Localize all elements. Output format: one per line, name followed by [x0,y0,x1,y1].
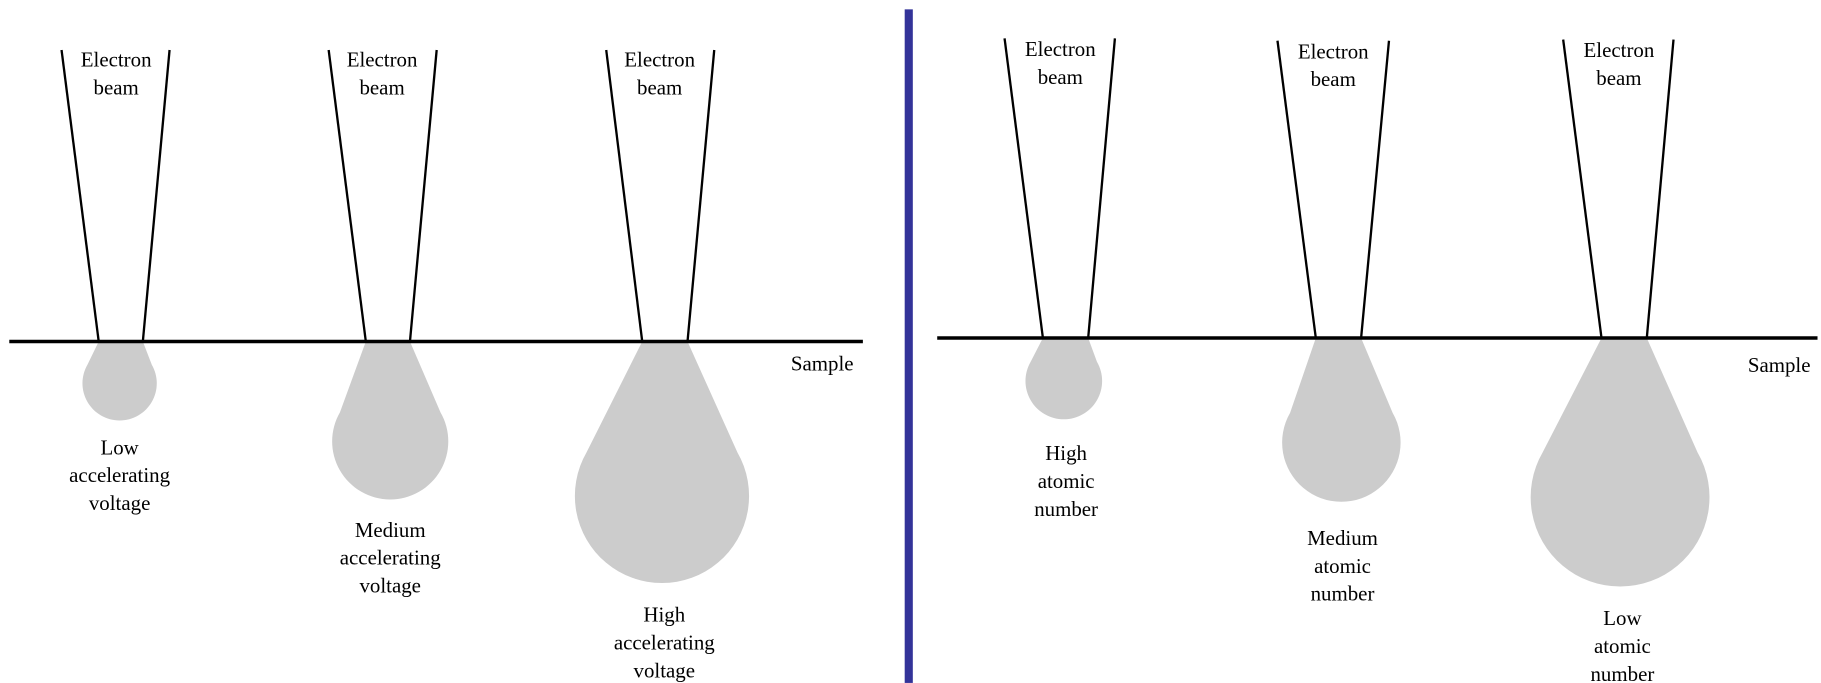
caption: number [1590,662,1654,683]
caption: High [643,603,685,627]
beam-label: Electron [81,47,152,71]
interaction-volume [1531,338,1710,587]
beam-label: Electron [1584,38,1655,62]
beam-label: Electron [1298,39,1369,63]
caption: High [1045,441,1087,465]
beam-edge [143,50,170,341]
caption: voltage [359,574,420,598]
caption: Medium [1307,526,1378,550]
caption: voltage [634,658,696,682]
beam-label: Electron [1025,37,1096,61]
caption: accelerating [614,630,715,654]
sample-label: Sample [791,352,854,376]
interaction-volume [332,342,448,500]
beam-label: beam [1038,65,1083,89]
interaction-volume [1282,338,1400,502]
beam-label: Electron [347,47,418,71]
caption: atomic [1314,554,1371,578]
caption: Low [100,435,138,459]
beam-edge [688,50,715,341]
beam-edge [1647,40,1674,338]
page: {"panels": [ {"sample_label": "Sample", … [0,0,1821,683]
beam-label: beam [637,75,682,99]
divider [905,9,913,683]
beam-label: beam [359,75,404,99]
beam-label: beam [1596,66,1641,90]
beam-edge [1088,38,1115,338]
caption: atomic [1594,634,1651,658]
caption: accelerating [69,463,170,487]
beam-label: beam [94,75,139,99]
interaction-volume [575,342,749,584]
beam-edge [1361,41,1389,338]
diagram: Electron beam Low accelerating voltage Electr… [0,0,1821,683]
caption: accelerating [340,546,441,570]
interaction-volume [82,342,156,421]
caption: Low [1603,606,1641,630]
caption: number [1034,497,1098,521]
caption: Medium [355,518,426,542]
caption: voltage [89,491,150,515]
beam-label: Electron [624,47,695,71]
beam-edge [410,50,437,341]
interaction-volume [1025,338,1102,419]
caption: atomic [1038,469,1095,493]
sample-label: Sample [1748,353,1811,377]
beam-label: beam [1311,67,1356,91]
caption: number [1311,582,1375,606]
